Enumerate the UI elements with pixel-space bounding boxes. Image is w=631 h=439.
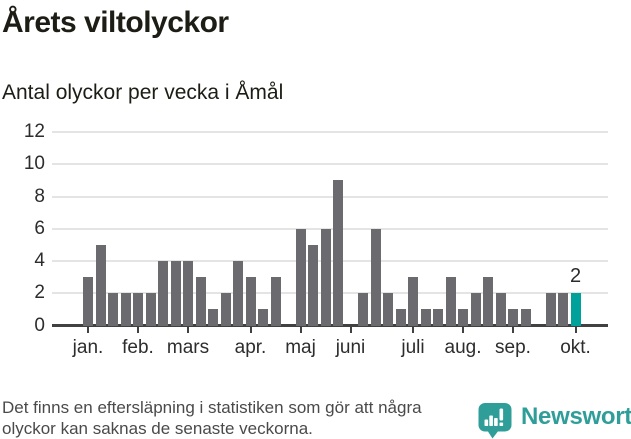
x-axis-tick-maj xyxy=(299,327,302,333)
x-axis-label-jan: jan. xyxy=(72,337,104,358)
bar-week-28 xyxy=(420,309,431,326)
bar-week-20 xyxy=(320,228,331,326)
bar-week-1 xyxy=(83,277,93,326)
x-axis-label-mars: mars xyxy=(166,337,210,358)
bar-week-10 xyxy=(195,277,206,326)
bar-week-21 xyxy=(333,180,343,326)
x-axis-tick-mars xyxy=(187,327,189,333)
highlight-value-label: 2 xyxy=(569,265,582,288)
x-axis-label-juni: juni xyxy=(335,337,366,358)
bar-week-4 xyxy=(120,293,131,326)
bar-week-5 xyxy=(133,293,143,326)
bar-week-2 xyxy=(95,244,106,326)
bar-week-39 xyxy=(558,293,568,326)
bar-week-32 xyxy=(470,293,481,326)
bar-week-33 xyxy=(483,277,493,326)
bar-week-13 xyxy=(233,261,243,326)
x-axis-tick-juli xyxy=(412,327,414,333)
bar-week-26 xyxy=(395,309,406,326)
newsworthy-logo-icon xyxy=(478,403,512,439)
x-axis-tick-aug xyxy=(462,327,464,333)
x-axis-tick-juni xyxy=(349,327,352,333)
x-axis-tick-feb xyxy=(137,327,139,333)
x-axis-tick-sep xyxy=(512,327,514,333)
bar-week-25 xyxy=(383,293,393,326)
bar-week-19 xyxy=(308,244,318,326)
bar-week-30 xyxy=(445,277,456,326)
bar-week-14 xyxy=(245,277,256,326)
y-axis-tick-label: 6 xyxy=(34,217,45,239)
bar-week-23 xyxy=(358,293,368,326)
bar-week-6 xyxy=(145,293,156,326)
y-axis-tick-label: 8 xyxy=(34,185,45,207)
bar-week-35 xyxy=(508,309,518,326)
chart-subtitle: Antal olyckor per vecka i Åmål xyxy=(2,81,284,104)
x-axis-line xyxy=(52,324,608,327)
brand-name: Newsworthy xyxy=(521,403,631,430)
bar-week-15 xyxy=(258,309,268,326)
x-axis-label-juli: juli xyxy=(401,337,425,358)
x-axis-label-aug: aug. xyxy=(444,337,482,358)
footnote-line-2: olyckor kan saknas de senaste veckorna. xyxy=(2,419,313,438)
bar-week-29 xyxy=(433,309,443,326)
bar-week-3 xyxy=(108,293,118,326)
bar-week-34 xyxy=(495,293,506,326)
newsworthy-branding: Newsworthy xyxy=(478,402,631,439)
x-axis-tick-apr xyxy=(249,327,252,333)
bar-week-27 xyxy=(408,277,418,326)
x-axis-label-maj: maj xyxy=(285,337,316,358)
bar-week-31 xyxy=(458,309,468,326)
bar-week-38 xyxy=(545,293,556,326)
bar-week-24 xyxy=(370,228,381,326)
footnote: Det finns en eftersläpning i statistiken… xyxy=(2,397,422,439)
bar-week-18 xyxy=(295,228,306,326)
x-axis-label-apr: apr. xyxy=(234,337,267,358)
bar-week-current xyxy=(570,293,581,326)
bar-week-8 xyxy=(170,261,181,326)
x-axis-label-okt: okt. xyxy=(560,337,591,358)
gridline-y-10 xyxy=(52,163,608,166)
y-axis-tick-label: 2 xyxy=(34,282,45,304)
bar-week-11 xyxy=(208,309,218,326)
x-axis-label-sep: sep. xyxy=(495,337,531,358)
bar-week-16 xyxy=(270,277,281,326)
gridline-y-12 xyxy=(52,131,608,133)
y-axis-tick-label: 4 xyxy=(34,250,45,271)
x-axis-tick-okt xyxy=(574,327,577,333)
bar-week-9 xyxy=(183,261,193,326)
page-title: Årets viltolyckor xyxy=(2,6,229,39)
x-axis-tick-jan xyxy=(87,327,89,333)
bar-week-12 xyxy=(220,293,231,326)
footnote-line-1: Det finns en eftersläpning i statistiken… xyxy=(2,398,422,417)
y-axis-tick-label: 12 xyxy=(23,121,45,142)
bar-week-7 xyxy=(158,261,168,326)
x-axis-label-feb: feb. xyxy=(122,337,154,358)
bar-week-36 xyxy=(520,309,531,326)
y-axis-tick-label: 0 xyxy=(34,314,45,336)
y-axis-tick-label: 10 xyxy=(23,153,45,175)
gridline-y-8 xyxy=(52,195,608,198)
